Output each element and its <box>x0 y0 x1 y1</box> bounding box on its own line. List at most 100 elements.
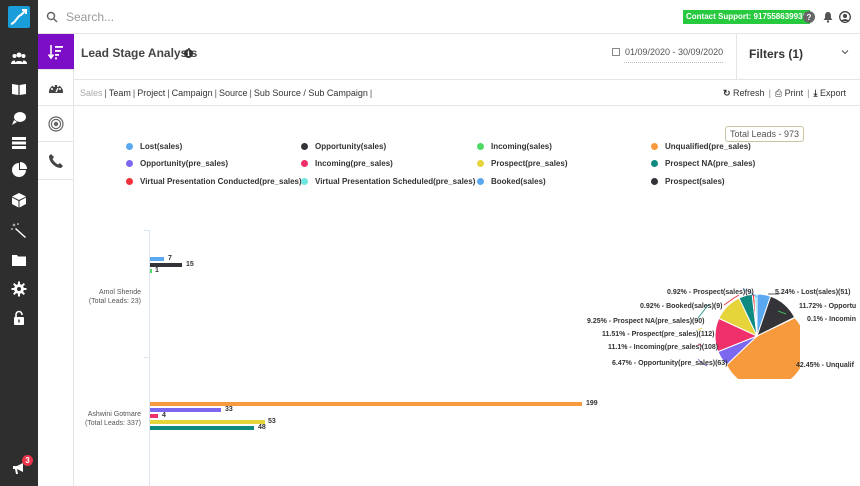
book-icon <box>12 84 26 95</box>
cube-icon <box>12 193 26 208</box>
printer-icon: ⎙ <box>774 88 783 98</box>
contact-support-badge[interactable]: Contact Support: 917558639930 <box>683 10 810 24</box>
pie-label: 11.51% - Prospect(pre_sales)(112) <box>602 331 715 338</box>
sidebar-item-list[interactable] <box>9 133 29 153</box>
phone-icon <box>49 153 63 168</box>
subnav-lead-stage[interactable] <box>38 34 74 70</box>
sidebar-item-settings[interactable] <box>9 279 29 299</box>
bar-lost-sales[interactable] <box>150 257 164 261</box>
sidebar-item-users[interactable] <box>9 48 29 68</box>
legend-label: Prospect NA(pre_sales) <box>665 159 756 168</box>
folder-icon <box>12 255 26 266</box>
announcement-count-badge: 3 <box>22 455 33 466</box>
pie-leader-lines <box>697 288 787 367</box>
dashboard-gauge-icon <box>49 84 63 93</box>
bar-value: 53 <box>268 418 276 425</box>
bar-incoming-pre-sales[interactable] <box>150 414 158 418</box>
breadcrumb-campaign[interactable]: Campaign <box>171 88 213 98</box>
sidebar-item-security[interactable] <box>9 308 29 328</box>
legend-item[interactable]: Booked(sales) <box>477 177 546 186</box>
bar-value: 48 <box>258 424 266 431</box>
search-input[interactable] <box>66 7 366 27</box>
subnav-target[interactable] <box>38 106 74 142</box>
sidebar-item-chat[interactable] <box>9 108 29 128</box>
legend-item[interactable]: Incoming(sales) <box>477 142 552 151</box>
sidebar-item-inventory[interactable] <box>9 190 29 210</box>
legend-item[interactable]: Lost(sales) <box>126 142 182 151</box>
bar-opportunity-pre-sales[interactable] <box>150 408 221 412</box>
print-button[interactable]: ⎙ Print <box>775 88 803 98</box>
legend-label: Virtual Presentation Scheduled(pre_sales… <box>315 177 476 186</box>
secondary-sidebar <box>38 34 74 486</box>
bar-opportunity-sales[interactable] <box>150 263 182 267</box>
help-icon[interactable]: ? <box>803 11 815 23</box>
sidebar-item-files[interactable] <box>9 250 29 270</box>
bar-value: 1 <box>155 267 159 274</box>
legend-dot <box>477 160 484 167</box>
sidebar-item-reports[interactable] <box>9 160 29 180</box>
breadcrumb-sub-source[interactable]: Sub Source / Sub Campaign <box>253 88 368 98</box>
sidebar-item-book[interactable] <box>9 79 29 99</box>
bar-value: 4 <box>162 412 166 419</box>
total-leads-tooltip: Total Leads - 973 <box>725 126 805 142</box>
date-range-picker[interactable]: 01/09/2020 - 30/09/2020 <box>612 47 724 63</box>
chevron-down-icon <box>841 50 849 55</box>
bar-incoming-sales[interactable] <box>150 269 152 273</box>
page-title: Lead Stage Analysis <box>81 46 198 60</box>
legend-dot <box>477 178 484 185</box>
legend-item[interactable]: Opportunity(sales) <box>301 142 386 151</box>
subnav-calls[interactable] <box>38 142 74 180</box>
legend-item[interactable]: Virtual Presentation Conducted(pre_sales… <box>126 177 302 186</box>
notifications-bell-icon[interactable] <box>822 11 834 23</box>
legend-label: Prospect(sales) <box>665 177 725 186</box>
search-icon <box>46 11 58 23</box>
legend-dot <box>301 143 308 150</box>
trend-up-icon <box>10 9 27 25</box>
date-underline <box>624 62 724 63</box>
bar-prospect-pre-sales[interactable] <box>150 420 265 424</box>
bar-unqualified-pre-sales[interactable] <box>150 402 582 406</box>
category-label: Ashwini Gotmare (Total Leads: 337) <box>74 410 141 428</box>
legend-item[interactable]: Prospect(pre_sales) <box>477 159 567 168</box>
svg-text:?: ? <box>807 13 812 22</box>
bar-value: 199 <box>586 400 598 407</box>
sidebar-item-automation[interactable] <box>9 220 29 240</box>
chat-icon <box>12 112 26 125</box>
breadcrumb-team[interactable]: Team <box>108 88 131 98</box>
sort-icon <box>48 44 63 59</box>
breadcrumb-sales[interactable]: Sales <box>80 88 103 98</box>
legend-item[interactable]: Unqualified(pre_sales) <box>651 142 751 151</box>
filters-toggle[interactable]: Filters (1) <box>736 34 860 80</box>
list-icon <box>12 137 26 149</box>
legend-item[interactable]: Prospect NA(pre_sales) <box>651 159 755 168</box>
breadcrumb-project[interactable]: Project <box>137 88 166 98</box>
user-profile-icon[interactable] <box>839 11 851 23</box>
export-button[interactable]: ⤓ Export <box>813 88 846 98</box>
date-range-value: 01/09/2020 - 30/09/2020 <box>625 47 724 57</box>
legend-label: Prospect(pre_sales) <box>491 159 568 168</box>
announcements-button[interactable] <box>9 458 29 478</box>
export-label: Export <box>819 88 846 98</box>
pie-label: 0.92% - Prospect(sales)(9) <box>667 289 754 296</box>
breadcrumb: Sales | Team | Project | Campaign | Source | Sub S… <box>80 88 373 98</box>
legend-label: Opportunity(sales) <box>315 142 387 151</box>
toolbar-actions: ↻ Refresh | ⎙ Print | ⤓ Export <box>722 88 846 98</box>
legend-label: Virtual Presentation Conducted(pre_sales… <box>140 177 302 186</box>
bar-prospect-na-pre-sales[interactable] <box>150 426 254 430</box>
axis-tick <box>144 357 150 358</box>
subnav-dashboard[interactable] <box>38 70 74 106</box>
top-bar: Contact Support: 917558639930 ? <box>38 0 860 34</box>
legend-label: Opportunity(pre_sales) <box>140 159 229 168</box>
legend-dot <box>126 178 133 185</box>
legend-item[interactable]: Virtual Presentation Scheduled(pre_sales… <box>301 177 475 186</box>
refresh-button[interactable]: ↻ Refresh <box>723 88 765 98</box>
legend-dot <box>301 160 308 167</box>
legend-item[interactable]: Prospect(sales) <box>651 177 725 186</box>
breadcrumb-source[interactable]: Source <box>218 88 248 98</box>
download-icon: ⤓ <box>813 88 818 98</box>
legend-item[interactable]: Opportunity(pre_sales) <box>126 159 228 168</box>
info-icon[interactable]: i <box>184 49 193 58</box>
legend-dot <box>126 160 133 167</box>
app-logo[interactable] <box>8 6 30 28</box>
legend-item[interactable]: Incoming(pre_sales) <box>301 159 393 168</box>
